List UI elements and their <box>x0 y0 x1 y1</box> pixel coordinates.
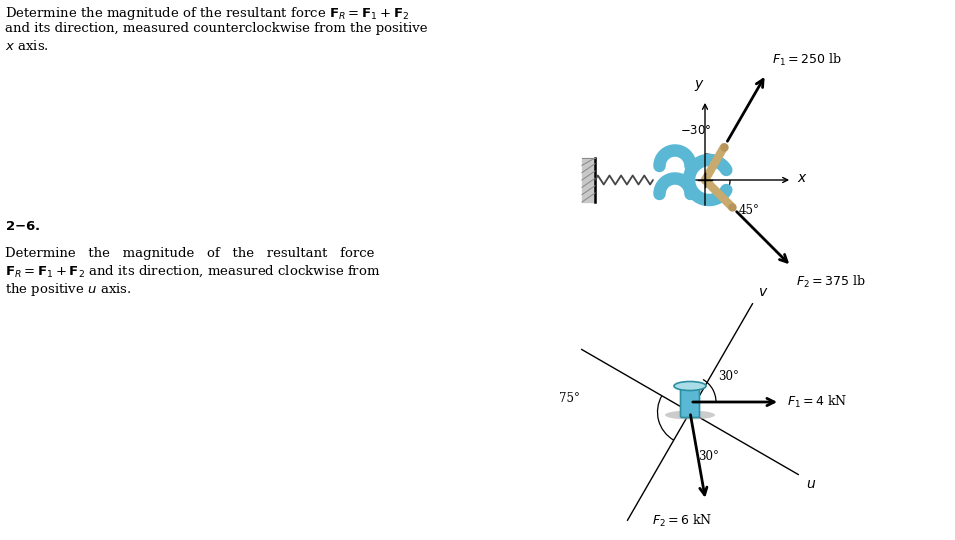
Text: $F_1 = 4$ kN: $F_1 = 4$ kN <box>787 394 847 410</box>
Text: $\bf{2{-}6.}$: $\bf{2{-}6.}$ <box>5 220 40 233</box>
Text: 30°: 30° <box>698 450 719 463</box>
Text: $\mathbf{F}_R = \mathbf{F}_1 + \mathbf{F}_2$ and its direction, measured clockwi: $\mathbf{F}_R = \mathbf{F}_1 + \mathbf{F… <box>5 264 380 280</box>
Text: and its direction, measured counterclockwise from the positive: and its direction, measured counterclock… <box>5 22 428 35</box>
Text: 75°: 75° <box>559 392 580 404</box>
Text: $x$: $x$ <box>797 171 808 185</box>
Text: the positive $u$ axis.: the positive $u$ axis. <box>5 281 132 298</box>
Text: Determine the magnitude of the resultant force $\mathbf{F}_R = \mathbf{F}_1 + \m: Determine the magnitude of the resultant… <box>5 5 409 22</box>
Text: $y$: $y$ <box>693 78 705 93</box>
Text: $F_2 = 6$ kN: $F_2 = 6$ kN <box>651 512 712 529</box>
Ellipse shape <box>674 381 706 390</box>
Text: 45°: 45° <box>739 204 760 217</box>
Text: $v$: $v$ <box>757 285 768 299</box>
Text: Determine   the   magnitude   of   the   resultant   force: Determine the magnitude of the resultant… <box>5 247 374 260</box>
Text: $F_2 = 375$ lb: $F_2 = 375$ lb <box>796 274 866 291</box>
Text: $-30°$: $-30°$ <box>680 124 711 137</box>
FancyBboxPatch shape <box>681 384 699 417</box>
Text: $u$: $u$ <box>806 477 817 491</box>
Text: 30°: 30° <box>718 370 739 383</box>
Text: $F_1 = 250$ lb: $F_1 = 250$ lb <box>772 52 841 69</box>
Ellipse shape <box>665 410 715 420</box>
Text: $x$ axis.: $x$ axis. <box>5 39 49 53</box>
